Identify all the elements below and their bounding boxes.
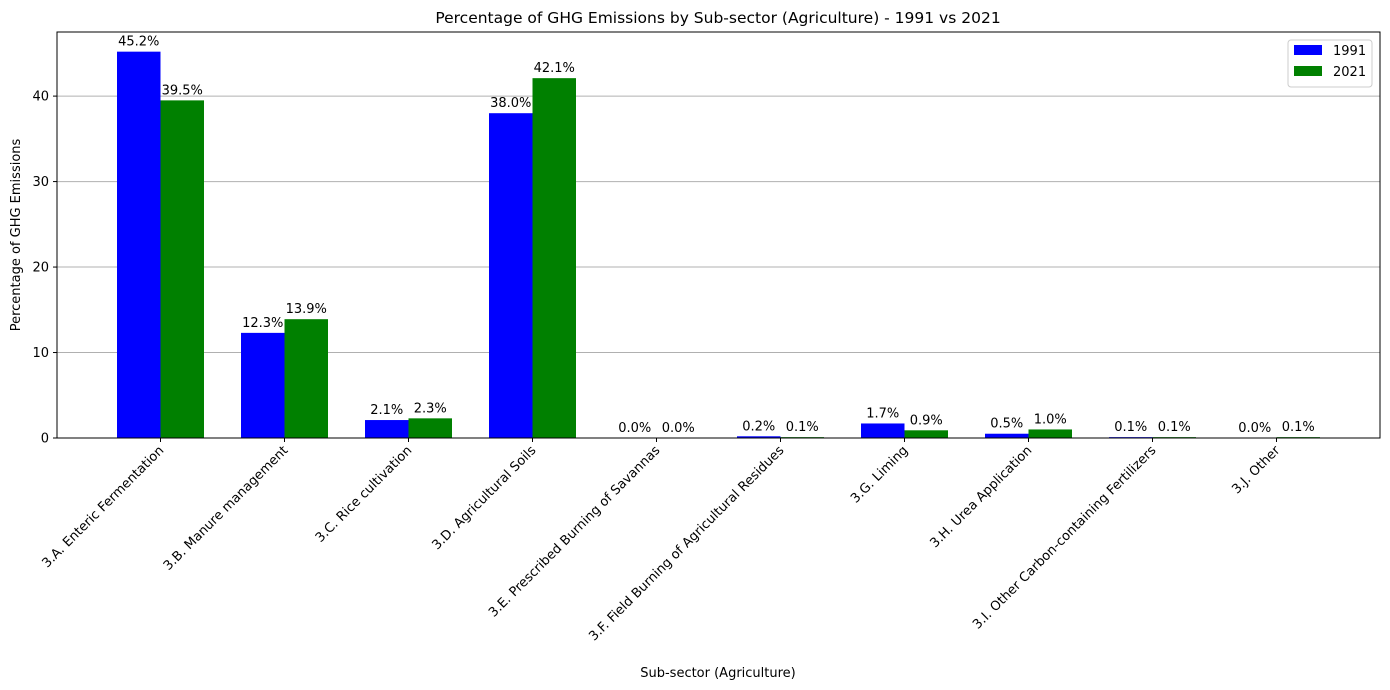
plot-frame <box>56 31 1381 439</box>
bar-2021-1 <box>160 100 204 439</box>
legend-label-1991: 1991 <box>1333 44 1366 59</box>
x-tick-label: 3.A. Enteric Fermentation <box>39 443 167 571</box>
data-label-1991-4: 38.0% <box>490 96 531 111</box>
bar-2021-8 <box>1028 429 1072 438</box>
bar-1991-7 <box>861 423 905 438</box>
bars <box>117 51 1320 439</box>
data-label-1991-7: 1.7% <box>866 406 899 421</box>
data-label-2021-10: 0.1% <box>1282 420 1315 435</box>
y-tick-label: 30 <box>32 175 49 190</box>
data-label-2021-3: 2.3% <box>414 401 447 416</box>
bar-2021-3 <box>408 418 452 438</box>
bar-1991-8 <box>985 433 1029 438</box>
x-tick-label: 3.H. Urea Application <box>927 443 1035 551</box>
data-labels: 45.2% 39.5% 12.3%13.9% 2.1% 2.3% 38.0% 42.1% 0.… <box>118 35 1315 436</box>
chart-title: Percentage of GHG Emissions by Sub-secto… <box>435 9 1000 27</box>
data-label-1991-10: 0.0% <box>1238 421 1271 436</box>
bar-2021-2 <box>284 319 328 438</box>
data-label-2021-2: 13.9% <box>286 302 327 317</box>
legend-label-2021: 2021 <box>1333 65 1366 80</box>
bar-1991-2 <box>241 332 285 438</box>
data-label-2021-1: 39.5% <box>162 83 203 98</box>
x-tick-label: 3.G. Liming <box>848 443 911 506</box>
legend-swatch-2021 <box>1294 66 1322 76</box>
x-tick-label: 3.D. Agricultural Soils <box>429 443 539 553</box>
bar-1991-3 <box>365 420 409 438</box>
bar-2021-7 <box>904 430 948 438</box>
legend-swatch-1991 <box>1294 45 1322 55</box>
x-tick-label: 3.B. Manure management <box>161 443 291 573</box>
bar-1991-6 <box>737 436 781 438</box>
legend: 1991 2021 <box>1287 39 1373 88</box>
data-label-1991-5: 0.0% <box>618 421 651 436</box>
data-label-2021-6: 0.1% <box>786 420 819 435</box>
y-tick-label: 20 <box>32 261 49 276</box>
data-label-1991-1: 45.2% <box>118 35 159 50</box>
data-label-2021-8: 1.0% <box>1034 412 1067 427</box>
bar-1991-1 <box>117 51 161 439</box>
x-tick-label: 3.J. Other <box>1229 443 1283 497</box>
bar-2021-4 <box>532 78 576 438</box>
data-label-2021-4: 42.1% <box>534 61 575 76</box>
y-axis: 0 10 20 30 40 <box>32 90 57 447</box>
data-label-1991-8: 0.5% <box>990 417 1023 432</box>
x-tick-label: 3.C. Rice cultivation <box>313 443 415 545</box>
data-label-1991-3: 2.1% <box>370 403 403 418</box>
y-axis-title: Percentage of GHG Emissions <box>9 138 24 331</box>
data-label-1991-2: 12.3% <box>242 316 283 331</box>
data-label-2021-9: 0.1% <box>1158 420 1191 435</box>
data-label-1991-6: 0.2% <box>742 419 775 434</box>
x-tick-label: 3.F. Field Burning of Agricultural Resid… <box>586 443 787 644</box>
bar-1991-4 <box>489 113 533 438</box>
data-label-2021-5: 0.0% <box>662 421 695 436</box>
y-tick-label: 40 <box>32 90 49 105</box>
y-tick-label: 0 <box>41 432 49 447</box>
data-label-1991-9: 0.1% <box>1114 420 1147 435</box>
y-tick-label: 10 <box>32 346 49 361</box>
x-axis-title: Sub-sector (Agriculture) <box>640 666 796 681</box>
data-label-2021-7: 0.9% <box>910 413 943 428</box>
